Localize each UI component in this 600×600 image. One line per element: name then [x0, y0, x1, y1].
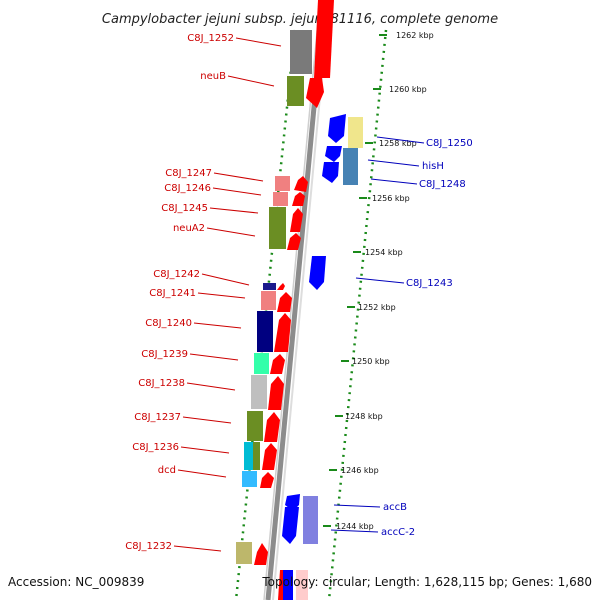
cog-box — [257, 311, 273, 352]
gene-arrow-forward[interactable] — [306, 78, 324, 108]
kbp-label: 1250 kbp — [352, 357, 390, 366]
gene-label[interactable]: C8J_1247 — [165, 168, 212, 179]
gene-arrow-forward[interactable] — [277, 283, 285, 290]
cog-box — [247, 411, 263, 441]
cog-box — [254, 353, 269, 374]
kbp-label: 1262 kbp — [396, 31, 434, 40]
gene-arrow-forward[interactable] — [270, 354, 285, 374]
gene-label[interactable]: C8J_1242 — [153, 269, 200, 280]
gene-arrow-forward[interactable] — [290, 208, 303, 232]
gene-label[interactable]: C8J_1246 — [164, 183, 211, 194]
kbp-label: 1244 kbp — [336, 522, 374, 531]
dotted-ruler-right — [327, 29, 388, 600]
gene-label[interactable]: accB — [383, 502, 407, 513]
topology-text: Topology: circular; Length: 1,628,115 bp… — [261, 575, 592, 589]
cog-box — [253, 442, 260, 470]
kbp-label: 1258 kbp — [379, 139, 417, 148]
cog-box — [303, 496, 318, 544]
gene-arrow-forward[interactable] — [262, 443, 277, 470]
gene-label[interactable]: C8J_1245 — [161, 203, 208, 214]
cog-box — [242, 471, 257, 487]
leader-lines-left — [173, 37, 282, 552]
cog-box — [251, 375, 267, 409]
gene-label[interactable]: C8J_1241 — [149, 288, 196, 299]
gene-label[interactable]: C8J_1236 — [132, 442, 179, 453]
gene-arrow-reverse[interactable] — [282, 507, 299, 544]
cog-box — [236, 542, 252, 564]
kbp-label: 1260 kbp — [389, 85, 427, 94]
kbp-label: 1246 kbp — [341, 466, 379, 475]
cog-box — [296, 570, 308, 600]
dotted-ruler-left — [234, 29, 297, 600]
gene-arrow-forward[interactable] — [314, 0, 334, 78]
gene-label[interactable]: C8J_1232 — [125, 541, 172, 552]
gene-label[interactable]: C8J_1239 — [141, 349, 188, 360]
kbp-label: 1252 kbp — [358, 303, 396, 312]
ruler-ticks — [323, 34, 387, 527]
gene-label[interactable]: C8J_1243 — [406, 278, 453, 289]
gene-arrow-forward[interactable] — [260, 472, 274, 488]
gene-label[interactable]: C8J_1250 — [426, 138, 473, 149]
cog-box — [275, 176, 290, 191]
cog-box — [348, 117, 363, 148]
gene-arrow-reverse[interactable] — [309, 256, 326, 290]
cog-box — [263, 283, 276, 290]
gene-arrow-reverse[interactable] — [283, 570, 293, 600]
leader-lines-right — [330, 136, 425, 533]
cog-box — [290, 30, 312, 74]
gene-arrow-forward[interactable] — [264, 412, 280, 442]
kbp-label: 1248 kbp — [345, 412, 383, 421]
gene-arrow-reverse[interactable] — [328, 114, 346, 143]
gene-label[interactable]: accC-2 — [381, 527, 415, 538]
cog-box — [343, 148, 358, 185]
gene-arrow-reverse[interactable] — [325, 146, 342, 162]
gene-arrow-reverse[interactable] — [322, 162, 339, 183]
gene-arrow-forward[interactable] — [274, 313, 291, 352]
kbp-label: 1254 kbp — [365, 248, 403, 257]
gene-label[interactable]: C8J_1240 — [145, 318, 192, 329]
gene-label[interactable]: C8J_1252 — [187, 33, 234, 44]
gene-arrow-forward[interactable] — [287, 233, 301, 250]
map-title: Campylobacter jejuni subsp. jejuni 81116… — [102, 12, 498, 27]
cog-box — [287, 76, 304, 106]
gene-label[interactable]: neuB — [200, 71, 226, 82]
gene-arrow-forward[interactable] — [292, 192, 305, 206]
cog-box — [244, 442, 253, 470]
gene-label[interactable]: C8J_1238 — [138, 378, 185, 389]
gene-arrow-forward[interactable] — [268, 376, 284, 410]
accession-text: Accession: NC_009839 — [8, 575, 144, 589]
cog-box — [273, 192, 288, 206]
gene-label[interactable]: hisH — [422, 161, 444, 172]
cog-box — [269, 207, 286, 249]
gene-arrow-forward[interactable] — [294, 176, 308, 192]
gene-arrow-reverse[interactable] — [285, 494, 300, 511]
gene-label[interactable]: dcd — [158, 465, 176, 476]
gene-arrow-forward[interactable] — [277, 292, 292, 312]
gene-arrow-forward[interactable] — [254, 543, 268, 565]
gene-label[interactable]: neuA2 — [173, 223, 205, 234]
gene-label[interactable]: C8J_1237 — [134, 412, 181, 423]
gene-label[interactable]: C8J_1248 — [419, 179, 466, 190]
kbp-label: 1256 kbp — [372, 194, 410, 203]
cog-box — [261, 291, 276, 310]
